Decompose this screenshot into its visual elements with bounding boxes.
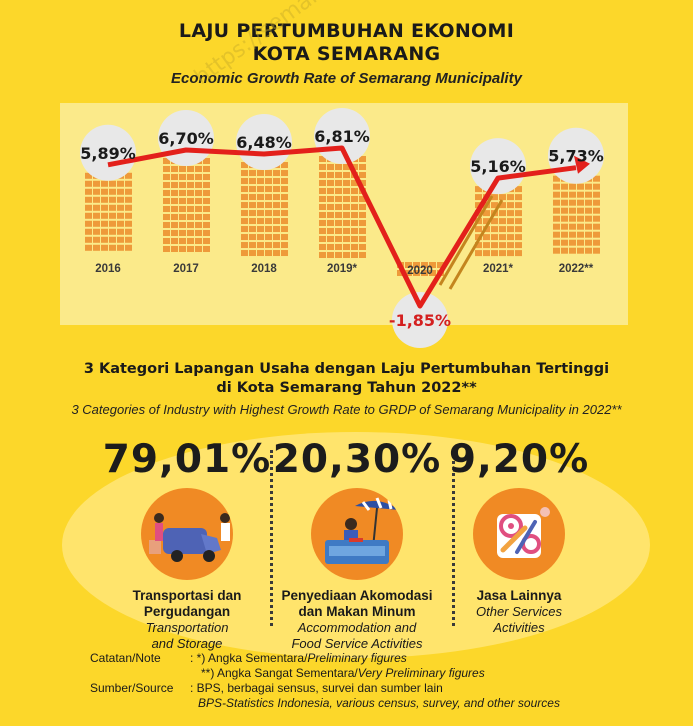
source-id: : BPS, berbagai sensus, survei dan sumbe… — [190, 681, 443, 695]
section-title-line2: di Kota Semarang Tahun 2022** — [216, 380, 477, 396]
category-accommodation: 20,30% Penyediaan Akomodasi dan Makan Mi… — [262, 438, 452, 652]
divider-1 — [270, 450, 273, 626]
category-name-id-1: Transportasi dan — [132, 588, 242, 603]
note2-en: Very Preliminary figures — [357, 666, 485, 680]
category-name-en-1: Accommodation and — [297, 620, 417, 635]
note1-text: : *) Angka Sementara/ — [190, 651, 308, 665]
food-stall-icon — [311, 488, 403, 580]
category-percent: 79,01% — [102, 437, 272, 482]
source-label: Sumber/Source — [90, 681, 174, 695]
x-tick-label: 2019* — [327, 263, 358, 275]
line-arrowhead — [574, 155, 590, 174]
data-label: 6,48% — [236, 133, 292, 152]
category-name-en-2: and Storage — [151, 636, 223, 651]
ladder-rail — [438, 195, 494, 286]
data-label: -1,85% — [389, 311, 451, 330]
data-label: 5,89% — [80, 144, 136, 163]
category-other-services: 9,20% Jasa Lainnya Other Services Activi… — [424, 438, 614, 636]
category-name-en-1: Other Services — [476, 604, 562, 619]
footnotes: Catatan/Note : *) Angka Sementara/Prelim… — [90, 651, 560, 711]
x-tick-label: 2017 — [173, 263, 199, 275]
data-label: 5,16% — [470, 157, 526, 176]
x-tick-label: 2021* — [483, 263, 514, 275]
growth-chart: 5,89% 6,70% 6,48% 6,81% -1,85% 5,16% 5,73% 2016… — [60, 103, 628, 348]
note2-text: **) Angka Sangat Sementara/ — [201, 666, 358, 680]
section-title-line1: 3 Kategori Lapangan Usaha dengan Laju Pe… — [83, 361, 610, 377]
page-title-line1: LAJU PERTUMBUHAN EKONOMI — [178, 20, 515, 42]
section-subtitle: 3 Categories of Industry with Highest Gr… — [71, 402, 622, 417]
x-tick-label: 2016 — [95, 263, 121, 275]
data-label: 6,81% — [314, 127, 370, 146]
category-name-en-2: Food Service Activities — [291, 636, 423, 651]
category-name-en-1: Transportation — [145, 620, 229, 635]
gear-tools-icon — [473, 488, 565, 580]
value-bubble — [470, 138, 526, 195]
value-bubble — [392, 292, 448, 348]
growth-line — [107, 145, 577, 309]
ladder-rail — [448, 199, 504, 290]
category-name-id-2: Pergudangan — [143, 604, 231, 619]
source-en: BPS-Statistics Indonesia, various census… — [198, 696, 560, 710]
delivery-van-icon — [141, 488, 233, 580]
x-tick-label: 2018 — [251, 263, 277, 275]
x-tick-label: 2022** — [559, 263, 594, 275]
category-name-id-2: dan Makan Minum — [298, 604, 416, 619]
note1-en: Preliminary figures — [307, 651, 407, 665]
note-label: Catatan/Note — [90, 651, 161, 665]
value-bubble — [80, 124, 136, 181]
category-name-id-1: Jasa Lainnya — [476, 588, 562, 603]
category-name-en-2: Activities — [493, 620, 545, 635]
category-percent: 9,20% — [448, 437, 590, 482]
page-subtitle: Economic Growth Rate of Semarang Municip… — [171, 70, 522, 87]
divider-2 — [452, 450, 455, 626]
category-transportation: 79,01% Transportasi dan Pergudangan Tran… — [92, 438, 282, 652]
data-label: 5,73% — [548, 147, 604, 166]
data-label: 6,70% — [158, 129, 214, 148]
category-name-id-1: Penyediaan Akomodasi — [281, 588, 433, 603]
x-tick-label: 2020 — [407, 265, 433, 277]
category-percent: 20,30% — [272, 437, 442, 482]
page-title-line2: KOTA SEMARANG — [252, 43, 441, 65]
value-bubble — [236, 114, 292, 171]
